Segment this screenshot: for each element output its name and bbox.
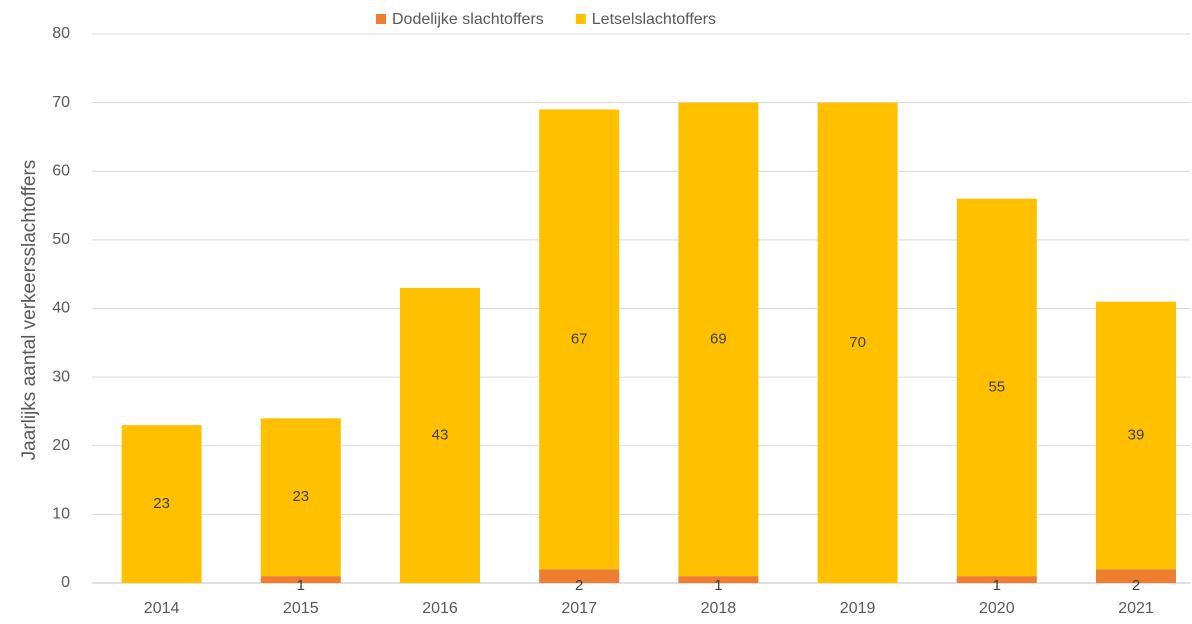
data-label: 23 — [153, 495, 170, 512]
bar-segment — [260, 418, 341, 577]
data-label: 69 — [710, 330, 727, 347]
y-tick-label: 50 — [52, 231, 70, 248]
x-tick-label: 2019 — [840, 600, 876, 617]
x-tick-label: 2018 — [701, 600, 737, 617]
data-label: 1 — [993, 577, 1001, 594]
x-tick-label: 2014 — [144, 600, 180, 617]
x-tick-label: 2020 — [979, 600, 1015, 617]
bar-segment — [260, 576, 341, 583]
bar-segment — [1096, 569, 1176, 583]
x-tick-label: 2015 — [283, 600, 319, 617]
data-label: 67 — [571, 330, 588, 347]
data-label: 2 — [1132, 577, 1140, 594]
data-label: 23 — [292, 488, 309, 505]
y-tick-label: 20 — [52, 437, 70, 454]
bar-segment — [956, 198, 1037, 577]
bar-segment — [1096, 301, 1176, 570]
y-tick-label: 30 — [52, 368, 70, 385]
x-tick-label: 2021 — [1118, 600, 1154, 617]
y-tick-label: 10 — [52, 506, 70, 523]
data-label: 1 — [714, 577, 722, 594]
y-tick-label: 80 — [52, 25, 70, 42]
y-tick-label: 40 — [52, 300, 70, 317]
bar-segment — [121, 425, 202, 583]
data-label: 1 — [297, 577, 305, 594]
bar-segment — [400, 287, 480, 583]
y-tick-label: 0 — [61, 574, 70, 591]
data-label: 70 — [849, 334, 866, 351]
y-axis-label: Jaarlijks aantal verkeersslachtoffers — [19, 160, 40, 461]
x-tick-label: 2017 — [561, 600, 597, 617]
y-tick-label: 70 — [52, 94, 70, 111]
legend-swatch — [575, 14, 586, 24]
legend-swatch — [376, 14, 386, 24]
bar-segment — [539, 109, 620, 570]
bar-segment — [956, 576, 1037, 583]
data-label: 2 — [575, 577, 583, 594]
legend-label: Dodelijke slachtoffers — [392, 11, 544, 28]
bar-segment — [678, 576, 759, 583]
x-tick-label: 2016 — [422, 600, 458, 617]
bar-segment — [817, 102, 898, 583]
y-tick-label: 60 — [52, 162, 70, 179]
bar-segment — [678, 102, 759, 577]
data-label: 43 — [432, 426, 449, 443]
data-label: 55 — [988, 378, 1005, 395]
bar-segment — [539, 569, 620, 583]
data-label: 39 — [1128, 426, 1145, 443]
legend-label: Letselslachtoffers — [592, 11, 716, 28]
